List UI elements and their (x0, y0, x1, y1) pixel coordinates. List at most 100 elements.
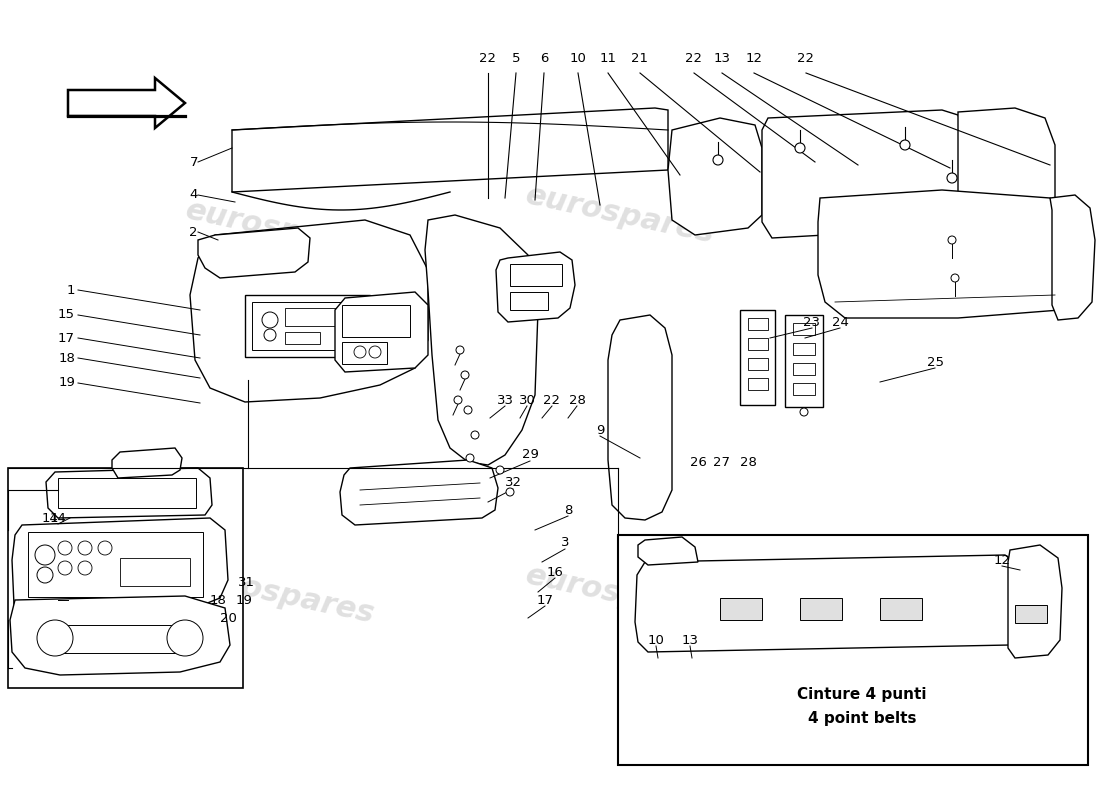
Polygon shape (112, 448, 182, 478)
Circle shape (948, 236, 956, 244)
Text: 19: 19 (235, 594, 252, 606)
Bar (245, 295, 370, 357)
Circle shape (354, 346, 366, 358)
Bar (793, 343, 815, 355)
Text: 22: 22 (543, 394, 561, 406)
Circle shape (456, 346, 464, 354)
Polygon shape (190, 220, 428, 402)
Polygon shape (958, 108, 1055, 258)
Text: 1: 1 (66, 283, 75, 297)
Text: 22: 22 (798, 51, 814, 65)
Circle shape (947, 173, 957, 183)
Text: 26: 26 (690, 455, 706, 469)
Polygon shape (425, 215, 538, 465)
Bar (740, 310, 776, 405)
Text: 9: 9 (596, 423, 604, 437)
Text: 32: 32 (505, 477, 521, 490)
Bar (28, 532, 204, 597)
Text: 30: 30 (518, 394, 536, 406)
Text: 31: 31 (238, 575, 254, 589)
Text: 16: 16 (547, 566, 563, 578)
Text: 18: 18 (210, 594, 227, 606)
Text: 14: 14 (50, 511, 66, 525)
Bar (800, 598, 842, 620)
Circle shape (78, 561, 92, 575)
Bar (793, 383, 815, 395)
Text: 22: 22 (480, 51, 496, 65)
Text: 8: 8 (564, 503, 572, 517)
Text: 12: 12 (993, 554, 1011, 566)
Bar (618, 535, 1088, 765)
Text: 13: 13 (714, 51, 730, 65)
Text: Cinture 4 punti: Cinture 4 punti (798, 687, 926, 702)
Text: eurospares: eurospares (751, 608, 928, 672)
Bar (748, 358, 768, 370)
Bar (285, 332, 320, 344)
Text: 10: 10 (648, 634, 664, 646)
Polygon shape (635, 555, 1018, 652)
Text: 25: 25 (926, 355, 944, 369)
Polygon shape (198, 228, 310, 278)
Bar (510, 292, 548, 310)
Text: 29: 29 (521, 449, 538, 462)
Text: 6: 6 (540, 51, 548, 65)
Polygon shape (10, 596, 230, 675)
Bar (252, 302, 363, 350)
Circle shape (37, 620, 73, 656)
Text: 19: 19 (58, 377, 75, 390)
Text: 14: 14 (41, 511, 58, 525)
Circle shape (264, 329, 276, 341)
Text: 28: 28 (569, 394, 585, 406)
Text: 7: 7 (189, 155, 198, 169)
Bar (785, 315, 823, 407)
Bar (720, 598, 762, 620)
Text: 15: 15 (58, 309, 75, 322)
Text: 27: 27 (714, 455, 730, 469)
Bar (748, 318, 768, 330)
Text: 10: 10 (570, 51, 586, 65)
Text: 3: 3 (561, 537, 570, 550)
Polygon shape (68, 78, 185, 128)
Polygon shape (46, 468, 212, 518)
Circle shape (464, 406, 472, 414)
Text: 11: 11 (600, 51, 616, 65)
Text: 13: 13 (682, 634, 698, 646)
Text: 24: 24 (832, 315, 848, 329)
Text: 33: 33 (496, 394, 514, 406)
Bar (510, 264, 562, 286)
Polygon shape (638, 537, 698, 565)
Circle shape (471, 431, 478, 439)
Text: eurospares: eurospares (522, 181, 717, 250)
Circle shape (98, 541, 112, 555)
Polygon shape (336, 292, 428, 372)
Bar (8, 468, 243, 688)
Circle shape (713, 155, 723, 165)
Circle shape (795, 143, 805, 153)
Circle shape (454, 396, 462, 404)
Circle shape (506, 488, 514, 496)
Bar (55, 625, 185, 653)
Text: 2: 2 (189, 226, 198, 238)
Circle shape (78, 541, 92, 555)
Polygon shape (340, 460, 498, 525)
Polygon shape (608, 315, 672, 520)
Circle shape (37, 567, 53, 583)
Circle shape (900, 140, 910, 150)
Bar (880, 598, 922, 620)
Bar (793, 323, 815, 335)
Text: 21: 21 (631, 51, 649, 65)
Text: 18: 18 (58, 351, 75, 365)
Text: 17: 17 (58, 331, 75, 345)
Circle shape (368, 346, 381, 358)
Circle shape (262, 312, 278, 328)
Text: eurospares: eurospares (183, 196, 377, 264)
Polygon shape (12, 518, 228, 625)
Bar (342, 305, 410, 337)
Circle shape (466, 454, 474, 462)
Circle shape (58, 561, 72, 575)
Polygon shape (496, 252, 575, 322)
Text: 22: 22 (685, 51, 703, 65)
Text: 12: 12 (746, 51, 762, 65)
Text: eurospares: eurospares (183, 561, 377, 630)
Circle shape (496, 466, 504, 474)
